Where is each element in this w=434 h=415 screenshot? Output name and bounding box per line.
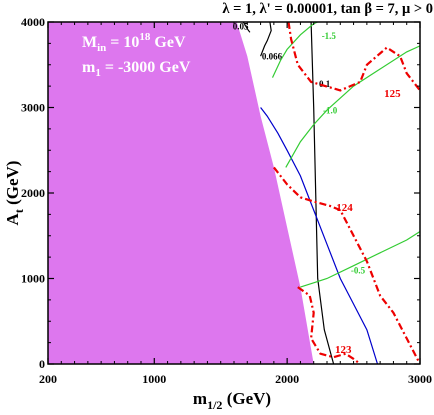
min-sub: in bbox=[97, 42, 106, 54]
contour-label-125: 125 bbox=[384, 88, 401, 100]
y-tick-label: 2000 bbox=[21, 186, 45, 200]
min-label: M bbox=[82, 34, 97, 51]
contour-label--0.5: -0.5 bbox=[351, 265, 366, 275]
min-exp: 18 bbox=[139, 31, 151, 43]
contour-label-0.1: 0.1 bbox=[319, 79, 331, 89]
m1-value: = -3000 GeV bbox=[101, 59, 191, 76]
annotation-m1: m1 = -3000 GeV bbox=[82, 59, 191, 79]
y-tick-label: 3000 bbox=[21, 101, 45, 115]
y-tick-label: 0 bbox=[39, 357, 45, 371]
y-axis-label-main: A bbox=[3, 212, 22, 225]
y-tick-label: 4000 bbox=[21, 15, 45, 29]
y-axis-label-unit: (GeV) bbox=[3, 161, 22, 210]
contour-label--1.5: -1.5 bbox=[322, 31, 337, 41]
chart-title: λ = 1, λ' = 0.00001, tan β = 7, μ > 0 bbox=[222, 1, 433, 17]
x-tick-label: 3000 bbox=[408, 372, 432, 386]
contour-line--1.0 bbox=[285, 45, 420, 168]
contour-line-123 bbox=[297, 286, 361, 364]
contour-line-124 bbox=[273, 166, 420, 364]
contour-line-0.05 bbox=[242, 22, 251, 33]
contour-label-0.066: 0.066 bbox=[262, 52, 283, 62]
min-eq: = 10 bbox=[106, 34, 139, 51]
contour-line--0.5 bbox=[300, 230, 420, 288]
x-tick-label: 1000 bbox=[142, 372, 166, 386]
contour-line-125 bbox=[287, 22, 420, 92]
x-axis-label-main: m bbox=[193, 389, 207, 408]
contour-label-123: 123 bbox=[335, 344, 352, 356]
x-axis-label: m1/2 (GeV) bbox=[193, 389, 271, 412]
x-axis-label-unit: (GeV) bbox=[222, 389, 271, 408]
m1-label: m bbox=[82, 59, 96, 76]
y-tick-label: 1000 bbox=[21, 272, 45, 286]
contour-line--1.5 bbox=[271, 22, 318, 78]
contour-label--1.0: -1.0 bbox=[323, 106, 338, 116]
contour-label-124: 124 bbox=[336, 202, 353, 214]
axis-ticks bbox=[47, 21, 421, 365]
contour-line-0.1 bbox=[310, 22, 335, 364]
y-axis-label: At (GeV) bbox=[3, 161, 26, 226]
x-axis-label-sub: 1/2 bbox=[207, 398, 222, 412]
contour-label-0.05: 0.05 bbox=[233, 22, 249, 32]
excluded-region bbox=[48, 22, 314, 364]
min-unit: GeV bbox=[150, 34, 186, 51]
x-tick-label: 2000 bbox=[275, 372, 299, 386]
contour-line-blue bbox=[260, 107, 379, 364]
plot-area: 0.05 0.066 0.1 -1.5 -1.0 -0.5 125 124 123 bbox=[48, 22, 420, 364]
x-tick-label: 200 bbox=[39, 372, 57, 386]
m1-sub: 1 bbox=[95, 67, 101, 79]
annotation-min: Min = 1018 GeV bbox=[82, 31, 186, 54]
y-axis-label-sub: t bbox=[12, 209, 26, 213]
contour-line-0.066 bbox=[260, 22, 272, 57]
axis-tick-labels: 200 1000 2000 3000 0 1000 2000 3000 4000 bbox=[21, 15, 432, 386]
